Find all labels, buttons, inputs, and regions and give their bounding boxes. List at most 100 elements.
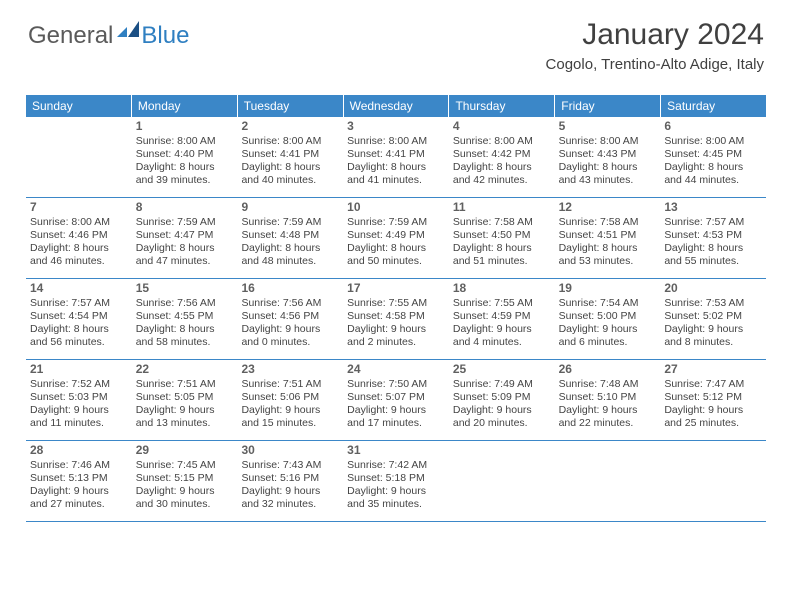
day-cell: 9Sunrise: 7:59 AMSunset: 4:48 PMDaylight… [237,198,343,278]
day-number: 1 [136,119,233,134]
sunrise-text: Sunrise: 7:56 AM [136,297,233,310]
sunset-text: Sunset: 4:47 PM [136,229,233,242]
day-cell: 14Sunrise: 7:57 AMSunset: 4:54 PMDayligh… [26,279,132,359]
sunset-text: Sunset: 5:03 PM [30,391,127,404]
sunrise-text: Sunrise: 7:48 AM [559,378,656,391]
day-cell: 22Sunrise: 7:51 AMSunset: 5:05 PMDayligh… [132,360,238,440]
dayhead-wednesday: Wednesday [344,95,450,117]
day-cell: 26Sunrise: 7:48 AMSunset: 5:10 PMDayligh… [555,360,661,440]
day-number: 31 [347,443,444,458]
sunrise-text: Sunrise: 7:55 AM [347,297,444,310]
sunset-text: Sunset: 5:12 PM [664,391,761,404]
day-number: 13 [664,200,761,215]
daylight-text: Daylight: 9 hours and 8 minutes. [664,323,761,349]
daylight-text: Daylight: 8 hours and 46 minutes. [30,242,127,268]
sunrise-text: Sunrise: 7:58 AM [559,216,656,229]
sunrise-text: Sunrise: 7:50 AM [347,378,444,391]
daylight-text: Daylight: 8 hours and 55 minutes. [664,242,761,268]
sunset-text: Sunset: 4:51 PM [559,229,656,242]
daylight-text: Daylight: 9 hours and 27 minutes. [30,485,127,511]
daylight-text: Daylight: 9 hours and 6 minutes. [559,323,656,349]
day-cell: 2Sunrise: 8:00 AMSunset: 4:41 PMDaylight… [237,117,343,197]
sunrise-text: Sunrise: 7:55 AM [453,297,550,310]
sunrise-text: Sunrise: 7:43 AM [241,459,338,472]
daylight-text: Daylight: 9 hours and 15 minutes. [241,404,338,430]
daylight-text: Daylight: 8 hours and 41 minutes. [347,161,444,187]
sunrise-text: Sunrise: 7:56 AM [241,297,338,310]
day-number: 9 [241,200,338,215]
day-number: 12 [559,200,656,215]
daylight-text: Daylight: 8 hours and 42 minutes. [453,161,550,187]
sunset-text: Sunset: 4:58 PM [347,310,444,323]
sunset-text: Sunset: 4:54 PM [30,310,127,323]
title-block: January 2024 Cogolo, Trentino-Alto Adige… [546,18,764,73]
day-number: 28 [30,443,127,458]
daylight-text: Daylight: 9 hours and 25 minutes. [664,404,761,430]
day-cell: 19Sunrise: 7:54 AMSunset: 5:00 PMDayligh… [555,279,661,359]
day-cell: 23Sunrise: 7:51 AMSunset: 5:06 PMDayligh… [237,360,343,440]
day-number: 6 [664,119,761,134]
day-cell: 27Sunrise: 7:47 AMSunset: 5:12 PMDayligh… [660,360,766,440]
sunset-text: Sunset: 5:18 PM [347,472,444,485]
daylight-text: Daylight: 9 hours and 17 minutes. [347,404,444,430]
sunset-text: Sunset: 5:05 PM [136,391,233,404]
day-cell: 12Sunrise: 7:58 AMSunset: 4:51 PMDayligh… [555,198,661,278]
day-header-row: Sunday Monday Tuesday Wednesday Thursday… [26,95,766,117]
header: General Blue January 2024 Cogolo, Trenti… [0,0,792,95]
day-number: 8 [136,200,233,215]
day-number: 16 [241,281,338,296]
dayhead-sunday: Sunday [26,95,132,117]
brand-word-1: General [28,22,113,50]
sunrise-text: Sunrise: 7:57 AM [30,297,127,310]
week-row: 14Sunrise: 7:57 AMSunset: 4:54 PM Dayligh… [26,279,766,360]
sunrise-text: Sunrise: 7:59 AM [241,216,338,229]
sunset-text: Sunset: 5:09 PM [453,391,550,404]
location-text: Cogolo, Trentino-Alto Adige, Italy [546,56,764,73]
day-cell: 1Sunrise: 8:00 AMSunset: 4:40 PMDaylight… [132,117,238,197]
sunset-text: Sunset: 5:13 PM [30,472,127,485]
daylight-text: Daylight: 9 hours and 22 minutes. [559,404,656,430]
day-number: 17 [347,281,444,296]
daylight-text: Daylight: 9 hours and 13 minutes. [136,404,233,430]
sunrise-text: Sunrise: 7:47 AM [664,378,761,391]
day-cell: 5Sunrise: 8:00 AMSunset: 4:43 PMDaylight… [555,117,661,197]
sunrise-text: Sunrise: 8:00 AM [241,135,338,148]
day-number: 18 [453,281,550,296]
day-cell [449,441,555,521]
daylight-text: Daylight: 8 hours and 47 minutes. [136,242,233,268]
sunset-text: Sunset: 5:02 PM [664,310,761,323]
day-cell: 20Sunrise: 7:53 AMSunset: 5:02 PMDayligh… [660,279,766,359]
sunrise-text: Sunrise: 8:00 AM [453,135,550,148]
day-cell: 8Sunrise: 7:59 AMSunset: 4:47 PMDaylight… [132,198,238,278]
day-number: 7 [30,200,127,215]
daylight-text: Daylight: 8 hours and 43 minutes. [559,161,656,187]
month-title: January 2024 [546,18,764,52]
sunrise-text: Sunrise: 7:51 AM [241,378,338,391]
day-number: 2 [241,119,338,134]
daylight-text: Daylight: 9 hours and 30 minutes. [136,485,233,511]
day-cell: 17Sunrise: 7:55 AMSunset: 4:58 PMDayligh… [343,279,449,359]
day-cell: 31Sunrise: 7:42 AMSunset: 5:18 PMDayligh… [343,441,449,521]
sunrise-text: Sunrise: 7:53 AM [664,297,761,310]
day-cell: 13Sunrise: 7:57 AMSunset: 4:53 PMDayligh… [660,198,766,278]
daylight-text: Daylight: 9 hours and 0 minutes. [241,323,338,349]
day-number: 14 [30,281,127,296]
sunrise-text: Sunrise: 8:00 AM [347,135,444,148]
sunset-text: Sunset: 4:53 PM [664,229,761,242]
daylight-text: Daylight: 9 hours and 2 minutes. [347,323,444,349]
sunset-text: Sunset: 4:55 PM [136,310,233,323]
sunset-text: Sunset: 4:50 PM [453,229,550,242]
sunset-text: Sunset: 5:10 PM [559,391,656,404]
day-number: 21 [30,362,127,377]
day-number: 5 [559,119,656,134]
sunset-text: Sunset: 4:45 PM [664,148,761,161]
sunset-text: Sunset: 4:42 PM [453,148,550,161]
sunrise-text: Sunrise: 7:58 AM [453,216,550,229]
sunrise-text: Sunrise: 7:59 AM [347,216,444,229]
sunrise-text: Sunrise: 7:57 AM [664,216,761,229]
sunrise-text: Sunrise: 7:59 AM [136,216,233,229]
day-cell: 28Sunrise: 7:46 AMSunset: 5:13 PMDayligh… [26,441,132,521]
day-cell: 16Sunrise: 7:56 AMSunset: 4:56 PMDayligh… [237,279,343,359]
day-number: 20 [664,281,761,296]
day-cell [555,441,661,521]
